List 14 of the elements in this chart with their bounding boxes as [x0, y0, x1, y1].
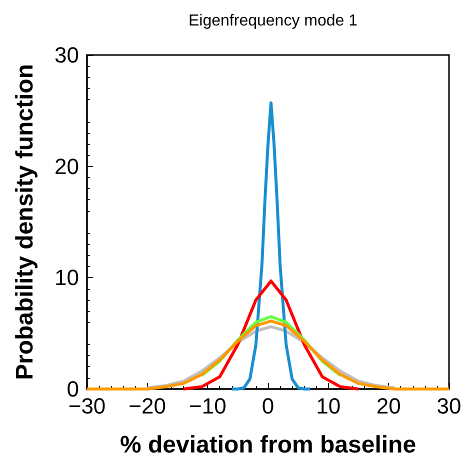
x-tick-label: 0	[262, 394, 274, 418]
x-axis-title: % deviation from baseline	[120, 432, 416, 458]
y-tick-label: 20	[54, 154, 79, 179]
x-tick-label: −20	[128, 394, 166, 418]
x-tick-label: −10	[189, 394, 226, 418]
x-tick-label: 10	[316, 394, 341, 418]
y-tick-label: 30	[54, 42, 79, 68]
y-tick-label: 10	[54, 265, 79, 290]
x-tick-label: 30	[436, 394, 462, 418]
line-series	[182, 280, 360, 390]
x-tick-label: 20	[376, 394, 401, 418]
chart-title: Eigenfrequency mode 1	[188, 12, 358, 30]
y-axis-title: Probability density function	[12, 64, 38, 380]
line-series	[230, 101, 312, 390]
